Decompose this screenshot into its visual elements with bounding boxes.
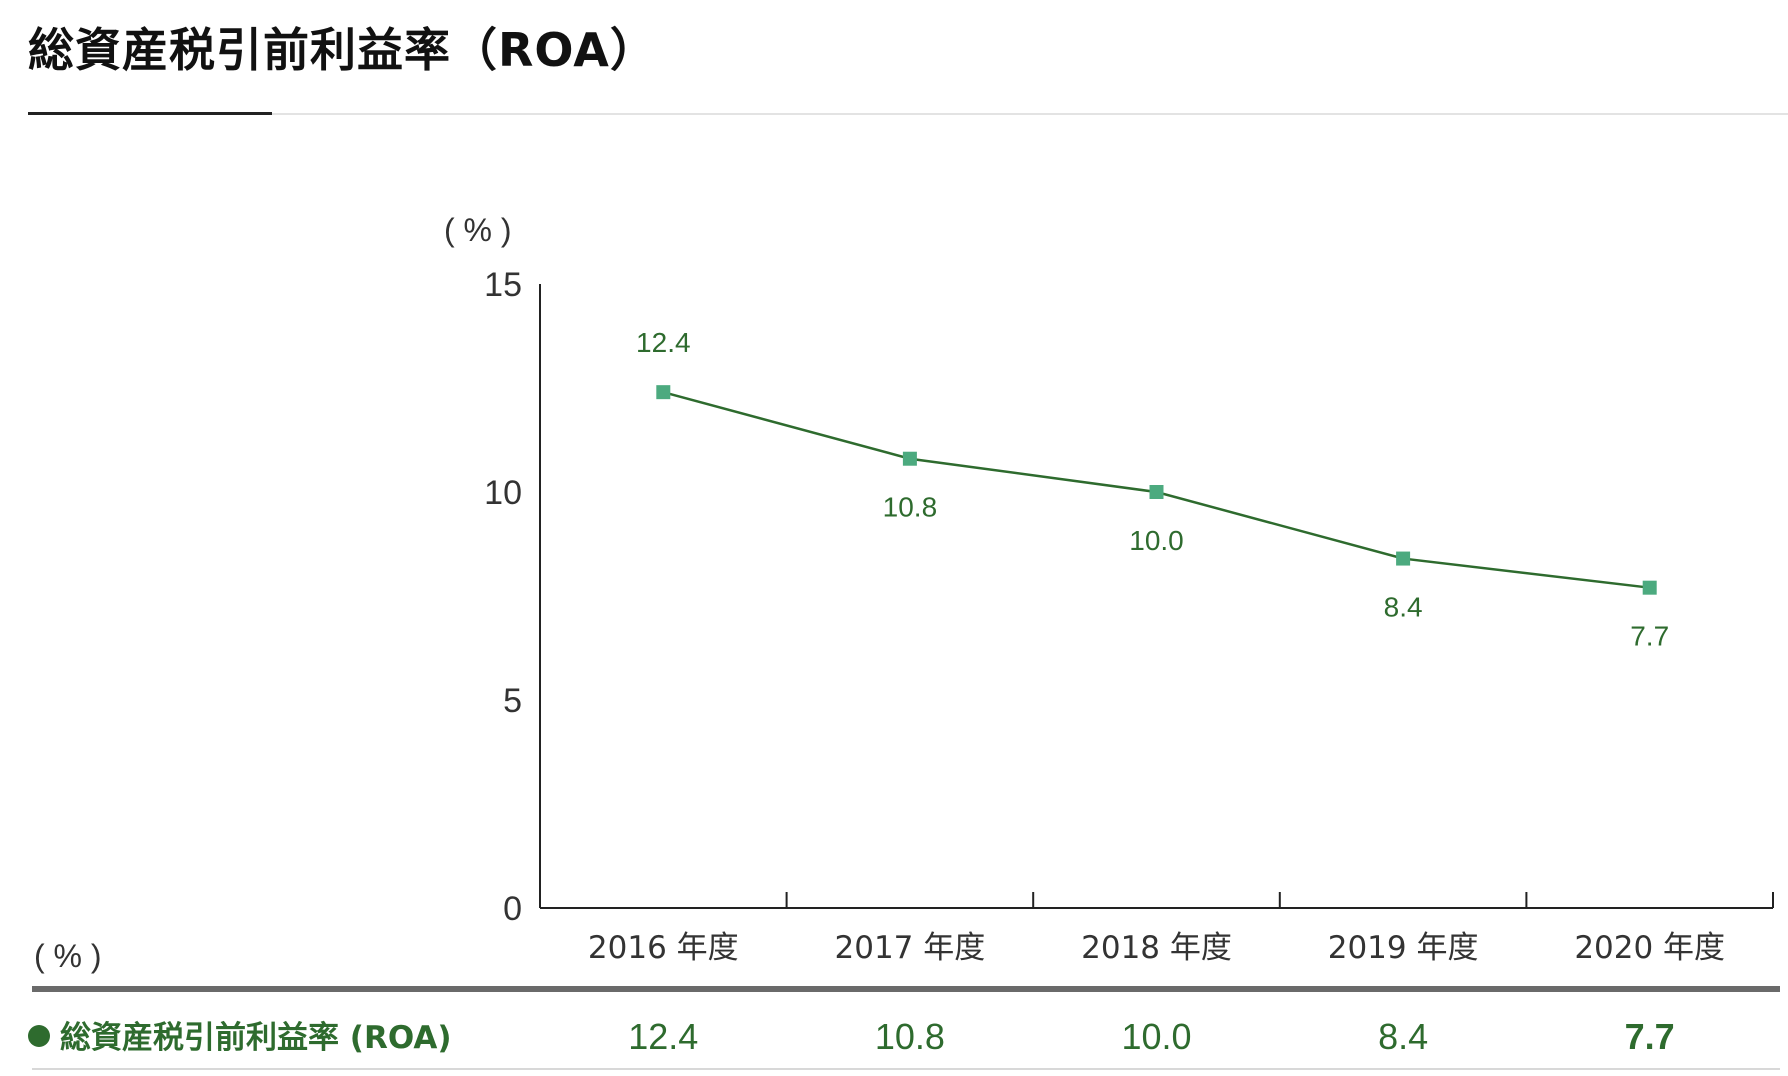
- chart-axes: [539, 284, 1774, 909]
- data-label: 12.4: [636, 327, 691, 358]
- x-tick-label: 2019 年度: [1328, 930, 1479, 966]
- y-tick-label: 5: [503, 682, 522, 720]
- table-row-label: 総資産税引前利益率 (ROA): [28, 1012, 452, 1057]
- data-point-marker: [902, 451, 917, 466]
- table-row-label-text: 総資産税引前利益率 (ROA): [60, 1020, 452, 1056]
- data-label: 10.0: [1129, 525, 1184, 556]
- y-axis-ticks: 0 5 10 15: [484, 266, 522, 928]
- x-tick-label: 2018 年度: [1081, 930, 1232, 966]
- data-point-marker: [1642, 580, 1657, 595]
- x-axis-labels: 2016 年度 2017 年度 2018 年度 2019 年度 2020 年度: [588, 930, 1725, 966]
- data-labels: 12.4 10.8 10.0 8.4 7.7: [636, 327, 1669, 652]
- data-point-marker: [1396, 551, 1411, 566]
- data-label: 10.8: [883, 492, 938, 523]
- data-label: 8.4: [1384, 592, 1423, 623]
- roa-line-chart: 0 5 10 15 2016 年度 2017 年度 2018 年度 2019 年度 2020 …: [484, 266, 1774, 966]
- title-divider: [28, 113, 1788, 115]
- data-label: 7.7: [1630, 621, 1669, 652]
- table-value-cell: 12.4: [628, 1016, 699, 1057]
- table-value-cell: 10.0: [1121, 1016, 1192, 1057]
- table-value-cell: 10.8: [874, 1016, 945, 1057]
- table-unit-label: ( % ): [34, 938, 102, 974]
- x-tick-label: 2016 年度: [588, 930, 739, 966]
- chart-unit-label: ( % ): [444, 212, 512, 248]
- x-tick-label: 2020 年度: [1574, 930, 1725, 966]
- x-tick-label: 2017 年度: [835, 930, 986, 966]
- data-point-marker: [656, 385, 671, 400]
- data-point-marker: [1149, 485, 1164, 499]
- y-tick-label: 10: [484, 474, 522, 512]
- series-markers: [656, 385, 1657, 595]
- y-tick-label: 0: [503, 890, 522, 928]
- title-divider-accent: [28, 112, 272, 115]
- y-tick-label: 15: [484, 266, 522, 304]
- table-value-cell: 8.4: [1378, 1016, 1429, 1057]
- page-title: 総資産税引前利益率（ROA）: [28, 23, 657, 77]
- table-top-rule: [32, 986, 1780, 992]
- series-dot-icon: [28, 1025, 50, 1047]
- table-value-cell: 7.7: [1624, 1016, 1675, 1057]
- table-bottom-rule: [32, 1068, 1780, 1070]
